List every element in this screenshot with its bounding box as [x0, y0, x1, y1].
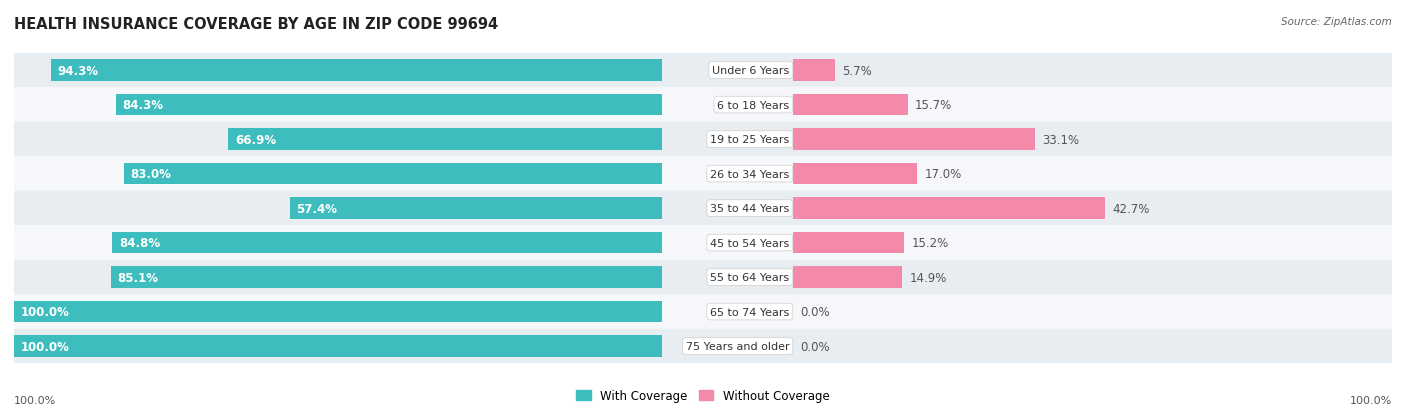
Text: 94.3%: 94.3%	[58, 64, 98, 77]
Text: 17.0%: 17.0%	[925, 168, 962, 180]
Bar	[793, 232, 904, 254]
Text: 14.9%: 14.9%	[910, 271, 946, 284]
Text: 45 to 54 Years: 45 to 54 Years	[710, 238, 789, 248]
Text: 26 to 34 Years: 26 to 34 Years	[710, 169, 789, 179]
Bar	[662, 54, 1392, 88]
Bar	[112, 232, 662, 254]
Text: 57.4%: 57.4%	[297, 202, 337, 215]
Text: 66.9%: 66.9%	[235, 133, 276, 146]
Text: 33.1%: 33.1%	[1042, 133, 1080, 146]
Bar	[662, 191, 1392, 226]
Bar	[662, 294, 1392, 329]
Text: 84.3%: 84.3%	[122, 99, 163, 112]
Bar	[662, 157, 1392, 191]
Bar	[115, 95, 662, 116]
Bar	[51, 60, 662, 82]
Text: 15.2%: 15.2%	[911, 237, 949, 249]
Bar	[14, 54, 662, 88]
Bar	[14, 123, 662, 157]
Bar	[14, 191, 662, 226]
Text: HEALTH INSURANCE COVERAGE BY AGE IN ZIP CODE 99694: HEALTH INSURANCE COVERAGE BY AGE IN ZIP …	[14, 17, 498, 31]
Bar	[290, 198, 662, 219]
Bar	[14, 329, 662, 363]
Text: 15.7%: 15.7%	[915, 99, 952, 112]
Bar	[111, 267, 662, 288]
Bar	[793, 95, 908, 116]
Text: 100.0%: 100.0%	[21, 340, 69, 353]
Text: 75 Years and older: 75 Years and older	[686, 341, 789, 351]
Text: Under 6 Years: Under 6 Years	[713, 66, 789, 76]
Text: 0.0%: 0.0%	[800, 340, 830, 353]
Text: 5.7%: 5.7%	[842, 64, 872, 77]
Text: 65 to 74 Years: 65 to 74 Years	[710, 307, 789, 317]
Bar	[662, 260, 1392, 294]
Text: 85.1%: 85.1%	[117, 271, 157, 284]
Bar	[14, 88, 662, 123]
Bar	[14, 226, 662, 260]
Bar	[793, 164, 917, 185]
Bar	[662, 123, 1392, 157]
Bar	[793, 267, 901, 288]
Bar	[662, 226, 1392, 260]
Bar	[793, 60, 835, 82]
Text: 55 to 64 Years: 55 to 64 Years	[710, 273, 789, 282]
Text: 100.0%: 100.0%	[1350, 395, 1392, 405]
Text: Source: ZipAtlas.com: Source: ZipAtlas.com	[1281, 17, 1392, 26]
Bar	[124, 164, 662, 185]
Bar	[662, 329, 1392, 363]
Text: 0.0%: 0.0%	[800, 305, 830, 318]
Text: 6 to 18 Years: 6 to 18 Years	[717, 100, 789, 110]
Bar	[793, 198, 1105, 219]
Text: 84.8%: 84.8%	[120, 237, 160, 249]
Text: 83.0%: 83.0%	[131, 168, 172, 180]
Bar	[14, 260, 662, 294]
Bar	[14, 335, 662, 357]
Text: 100.0%: 100.0%	[21, 305, 69, 318]
Text: 35 to 44 Years: 35 to 44 Years	[710, 204, 789, 214]
Bar	[14, 301, 662, 323]
Bar	[662, 88, 1392, 123]
Text: 100.0%: 100.0%	[14, 395, 56, 405]
Bar	[14, 157, 662, 191]
Text: 42.7%: 42.7%	[1112, 202, 1150, 215]
Bar	[14, 294, 662, 329]
Bar	[793, 129, 1035, 150]
Bar	[228, 129, 662, 150]
Text: 19 to 25 Years: 19 to 25 Years	[710, 135, 789, 145]
Legend: With Coverage, Without Coverage: With Coverage, Without Coverage	[572, 385, 834, 407]
